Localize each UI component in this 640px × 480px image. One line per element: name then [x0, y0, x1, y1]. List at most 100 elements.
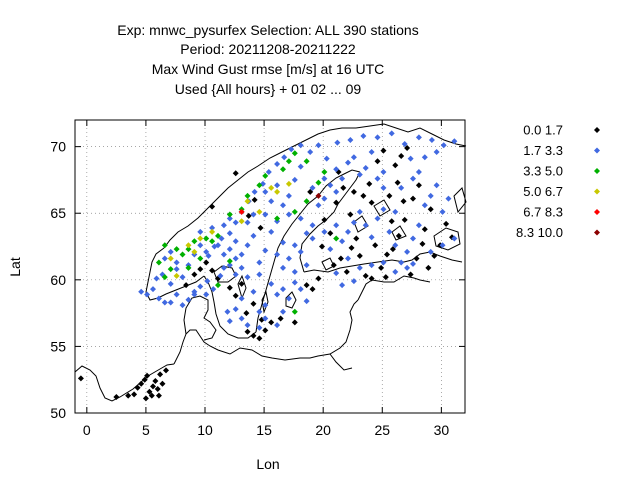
legend-swatch — [594, 209, 600, 215]
station-point — [374, 158, 381, 165]
station-point — [337, 255, 344, 262]
station-point — [291, 268, 298, 275]
station-point — [243, 310, 250, 317]
station-point — [215, 232, 221, 239]
station-point — [197, 255, 204, 262]
station-point — [226, 284, 233, 291]
legend-swatch — [594, 168, 600, 174]
station-point — [315, 142, 322, 149]
station-point — [244, 328, 251, 335]
station-point — [360, 192, 367, 199]
station-point — [392, 162, 399, 169]
station-point — [179, 251, 186, 258]
station-point — [274, 160, 281, 167]
station-point — [179, 302, 186, 309]
station-point — [218, 235, 225, 242]
legend-swatch — [594, 127, 600, 133]
station-point — [303, 262, 310, 269]
station-point — [347, 136, 354, 143]
station-point — [167, 280, 174, 287]
station-point — [150, 383, 156, 390]
station-point — [380, 206, 387, 213]
station-point — [238, 315, 245, 322]
station-point — [433, 182, 440, 189]
station-point — [309, 235, 316, 242]
station-point — [345, 159, 351, 166]
station-point — [419, 240, 426, 247]
station-point — [413, 255, 420, 262]
legend-label: 0.0 1.7 — [523, 123, 563, 138]
station-point — [256, 271, 263, 278]
station-point — [339, 175, 346, 182]
axis-ticks: 0 5 10 15 20 25 30 50 55 60 65 70 — [50, 120, 465, 438]
station-point — [215, 242, 221, 249]
station-point — [167, 299, 174, 306]
station-point — [366, 180, 373, 187]
station-point — [323, 155, 330, 162]
station-point — [256, 308, 263, 315]
station-point — [262, 327, 269, 334]
station-point — [250, 211, 257, 218]
station-point — [330, 262, 337, 269]
station-point — [280, 239, 286, 246]
legend-label: 8.3 10.0 — [516, 225, 563, 240]
x-tick-label: 15 — [256, 422, 272, 438]
station-point — [185, 264, 192, 271]
station-point — [395, 232, 402, 239]
island-gotland — [285, 291, 297, 309]
station-point — [425, 264, 432, 271]
station-point — [327, 246, 334, 253]
station-point — [268, 228, 275, 235]
station-point — [362, 222, 369, 229]
y-tick-label: 60 — [50, 272, 66, 288]
station-point — [415, 168, 422, 175]
station-point — [220, 251, 227, 258]
x-tick-label: 10 — [197, 422, 213, 438]
station-point — [197, 228, 204, 235]
station-point — [159, 380, 166, 387]
station-point — [203, 235, 210, 242]
station-point — [113, 394, 120, 401]
station-point — [386, 192, 393, 199]
plot-title: Exp: mnwc_pysurfex Selection: ALL 390 st… — [117, 22, 418, 97]
station-point — [281, 154, 288, 161]
station-point — [382, 274, 389, 281]
x-axis-label: Lon — [256, 456, 279, 472]
station-point — [360, 132, 367, 139]
station-point — [167, 266, 174, 273]
legend-label: 6.7 8.3 — [523, 205, 563, 220]
station-point — [244, 219, 251, 226]
station-point — [404, 248, 411, 255]
station-point — [173, 266, 180, 273]
y-tick-label: 65 — [50, 205, 66, 221]
station-point — [238, 264, 245, 271]
station-point — [244, 322, 251, 329]
station-point — [374, 215, 381, 222]
station-point — [443, 220, 450, 227]
station-point — [291, 208, 298, 215]
station-point — [173, 246, 180, 253]
station-point — [321, 175, 328, 182]
legend-label: 1.7 3.3 — [523, 143, 563, 158]
station-point — [339, 282, 346, 289]
station-point — [161, 299, 168, 306]
station-point — [257, 224, 264, 231]
station-point — [173, 259, 180, 266]
station-point — [155, 295, 162, 302]
station-point — [163, 367, 169, 374]
station-point — [407, 271, 414, 278]
station-point — [333, 235, 340, 242]
station-point — [238, 280, 245, 287]
legend-label: 5.0 6.7 — [523, 184, 563, 199]
coast-norway-west — [163, 127, 356, 249]
station-point — [327, 182, 334, 189]
station-point — [191, 238, 198, 245]
station-point — [226, 230, 233, 237]
station-point — [197, 242, 204, 249]
station-point — [226, 258, 233, 265]
station-point — [384, 251, 390, 258]
station-point — [185, 246, 192, 253]
station-point — [148, 392, 155, 399]
station-point — [238, 218, 245, 225]
legend-swatch — [594, 147, 600, 154]
